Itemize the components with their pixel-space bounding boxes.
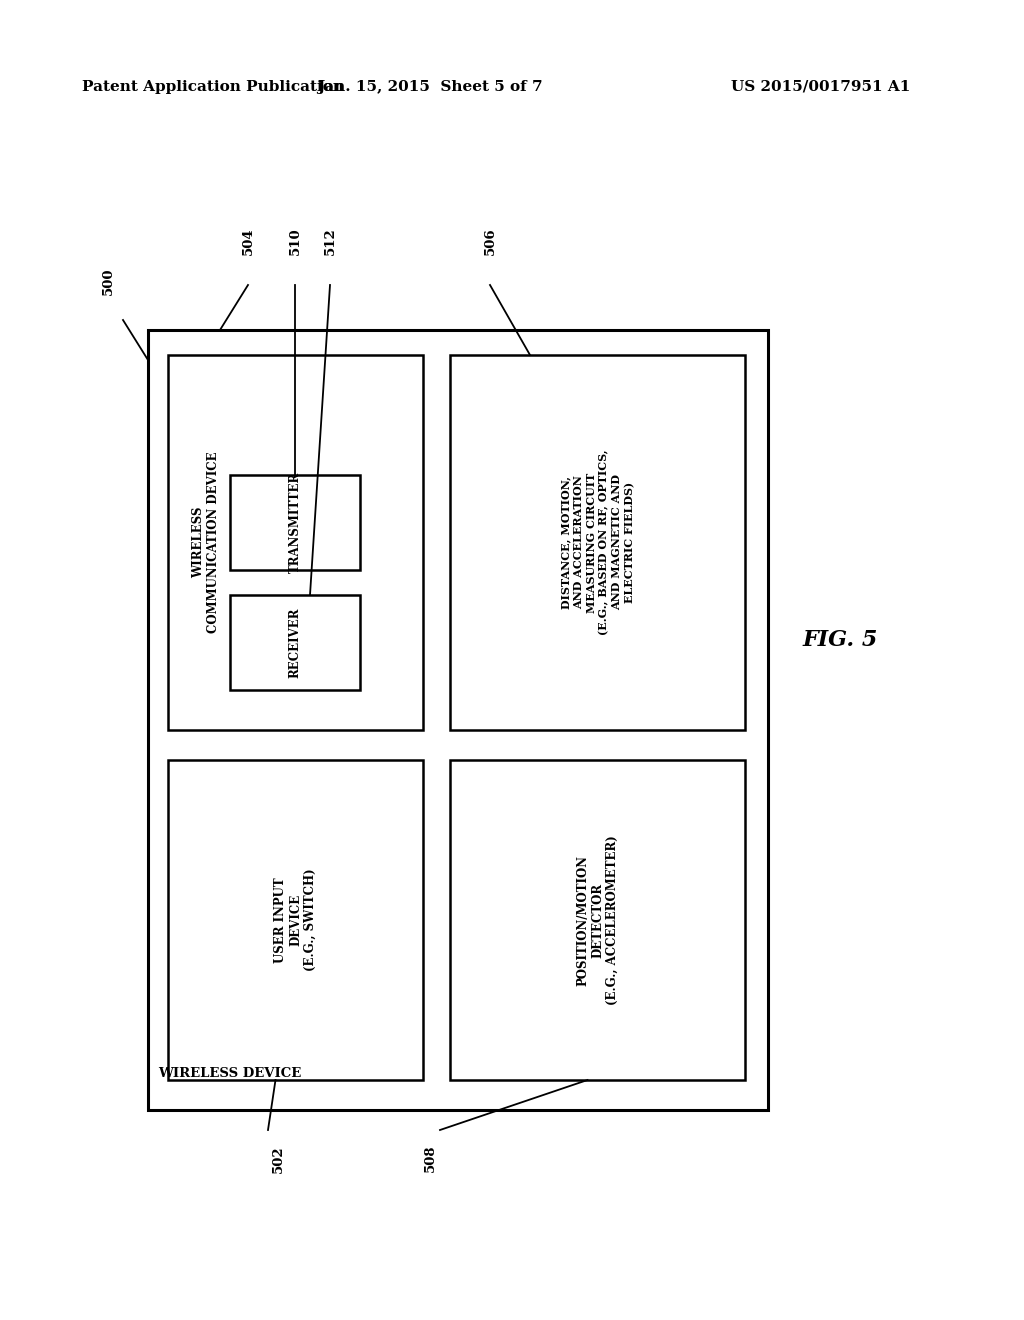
Text: US 2015/0017951 A1: US 2015/0017951 A1 [731,81,910,94]
Bar [168,355,423,730]
Text: 502: 502 [271,1144,285,1172]
Text: 500: 500 [101,268,115,294]
Bar [230,595,360,690]
Text: 512: 512 [324,227,337,255]
Text: Patent Application Publication: Patent Application Publication [82,81,344,94]
Text: 506: 506 [483,227,497,255]
Bar [450,355,745,730]
Text: Jan. 15, 2015  Sheet 5 of 7: Jan. 15, 2015 Sheet 5 of 7 [317,81,543,94]
Text: RECEIVER: RECEIVER [289,607,301,677]
Text: TRANSMITTER: TRANSMITTER [289,471,301,573]
Text: POSITION/MOTION
DETECTOR
(E.G., ACCELEROMETER): POSITION/MOTION DETECTOR (E.G., ACCELERO… [575,836,618,1005]
Text: FIG. 5: FIG. 5 [803,630,878,651]
Text: 504: 504 [242,227,255,255]
Text: WIRELESS DEVICE: WIRELESS DEVICE [158,1067,301,1080]
Bar [168,760,423,1080]
Bar [450,760,745,1080]
Text: DISTANCE, MOTION,
AND ACCELERATION
MEASURING CIRCUIT
(E.G., BASED ON RF, OPTICS,: DISTANCE, MOTION, AND ACCELERATION MEASU… [560,450,635,635]
Text: USER INPUT
DEVICE
(E.G., SWITCH): USER INPUT DEVICE (E.G., SWITCH) [274,869,317,972]
Bar [230,475,360,570]
Text: 510: 510 [289,227,301,255]
Text: 508: 508 [424,1144,436,1172]
Text: WIRELESS
COMMUNICATION DEVICE: WIRELESS COMMUNICATION DEVICE [193,451,220,634]
Bar [148,330,768,1110]
